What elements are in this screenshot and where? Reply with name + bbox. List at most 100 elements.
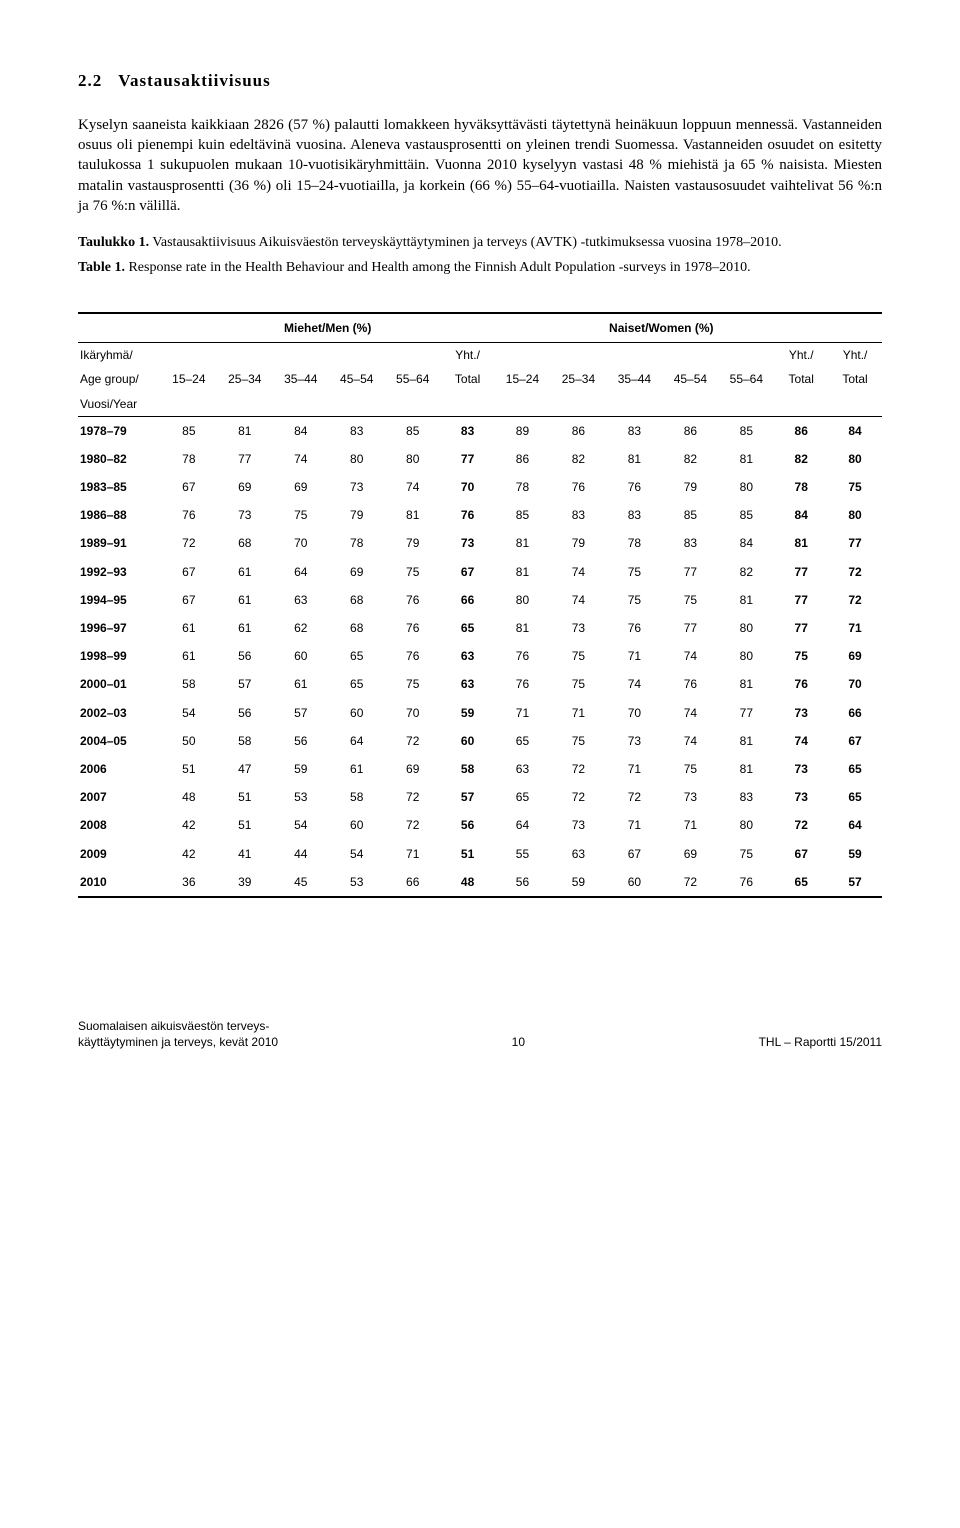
col-total-all: Total <box>828 367 882 391</box>
cell-women: 74 <box>606 670 662 698</box>
cell-men: 39 <box>217 868 273 897</box>
cell-year: 1986–88 <box>78 501 161 529</box>
cell-grand-total: 64 <box>828 811 882 839</box>
cell-year: 1989–91 <box>78 529 161 557</box>
cell-men-total: 73 <box>441 529 495 557</box>
cell-men: 68 <box>217 529 273 557</box>
cell-women: 60 <box>606 868 662 897</box>
cell-men: 76 <box>385 614 441 642</box>
caption-text-fi: Vastausaktiivisuus Aikuisväestön terveys… <box>149 235 782 250</box>
cell-men-total: 83 <box>441 416 495 445</box>
cell-men-total: 63 <box>441 642 495 670</box>
footer-left-1: Suomalaisen aikuisväestön terveys- <box>78 1019 269 1033</box>
cell-year: 2002–03 <box>78 699 161 727</box>
table-caption-fi: Taulukko 1. Vastausaktiivisuus Aikuisväe… <box>78 234 882 253</box>
cell-men: 54 <box>273 811 329 839</box>
cell-women: 86 <box>550 416 606 445</box>
cell-women: 64 <box>494 811 550 839</box>
cell-men: 42 <box>161 811 217 839</box>
cell-women: 80 <box>718 642 774 670</box>
cell-women: 75 <box>550 642 606 670</box>
col-age-w-0: 15–24 <box>494 367 550 391</box>
cell-women: 63 <box>550 840 606 868</box>
cell-women: 82 <box>550 445 606 473</box>
cell-men-total: 57 <box>441 783 495 811</box>
cell-men: 81 <box>385 501 441 529</box>
section-title: Vastausaktiivisuus <box>118 71 271 90</box>
cell-men: 76 <box>161 501 217 529</box>
table-row: 2004–0550585664726065757374817467 <box>78 727 882 755</box>
cell-women: 75 <box>662 586 718 614</box>
section-number: 2.2 <box>78 71 102 90</box>
cell-women: 76 <box>606 614 662 642</box>
cell-men: 53 <box>273 783 329 811</box>
cell-women: 69 <box>662 840 718 868</box>
cell-men: 61 <box>217 558 273 586</box>
cell-men: 69 <box>273 473 329 501</box>
cell-women-total: 74 <box>774 727 828 755</box>
cell-grand-total: 57 <box>828 868 882 897</box>
cell-women: 71 <box>662 811 718 839</box>
cell-men: 64 <box>329 727 385 755</box>
cell-women: 81 <box>718 755 774 783</box>
col-age-m-3: 45–54 <box>329 367 385 391</box>
cell-women: 81 <box>494 614 550 642</box>
cell-men: 44 <box>273 840 329 868</box>
cell-women: 81 <box>494 558 550 586</box>
cell-grand-total: 84 <box>828 416 882 445</box>
cell-men-total: 67 <box>441 558 495 586</box>
table-row: 200748515358725765727273837365 <box>78 783 882 811</box>
cell-women: 72 <box>606 783 662 811</box>
cell-men: 54 <box>161 699 217 727</box>
cell-men: 63 <box>273 586 329 614</box>
cell-women: 75 <box>550 670 606 698</box>
cell-year: 2006 <box>78 755 161 783</box>
cell-men: 42 <box>161 840 217 868</box>
table-row: 200942414454715155636769756759 <box>78 840 882 868</box>
cell-women-total: 67 <box>774 840 828 868</box>
cell-men: 67 <box>161 473 217 501</box>
cell-men: 64 <box>273 558 329 586</box>
cell-men: 56 <box>217 699 273 727</box>
cell-women: 71 <box>606 811 662 839</box>
cell-grand-total: 65 <box>828 783 882 811</box>
cell-women-total: 77 <box>774 558 828 586</box>
table-row: 1994–9567616368766680747575817772 <box>78 586 882 614</box>
cell-women: 71 <box>494 699 550 727</box>
cell-grand-total: 80 <box>828 501 882 529</box>
cell-women: 74 <box>662 727 718 755</box>
cell-women: 71 <box>606 642 662 670</box>
cell-women: 70 <box>606 699 662 727</box>
cell-women: 63 <box>494 755 550 783</box>
cell-women-total: 77 <box>774 614 828 642</box>
table-row: 1983–8567696973747078767679807875 <box>78 473 882 501</box>
cell-men: 77 <box>217 445 273 473</box>
cell-women: 74 <box>550 558 606 586</box>
cell-men: 60 <box>329 811 385 839</box>
cell-women-total: 84 <box>774 501 828 529</box>
table-row: 1989–9172687078797381797883848177 <box>78 529 882 557</box>
cell-men-total: 65 <box>441 614 495 642</box>
cell-men: 67 <box>161 586 217 614</box>
cell-women: 83 <box>606 416 662 445</box>
cell-men: 41 <box>217 840 273 868</box>
cell-men: 61 <box>273 670 329 698</box>
cell-men: 61 <box>217 586 273 614</box>
cell-women: 67 <box>606 840 662 868</box>
col-total-men: Total <box>441 367 495 391</box>
col-age-w-3: 45–54 <box>662 367 718 391</box>
cell-women: 76 <box>494 642 550 670</box>
cell-women: 80 <box>718 811 774 839</box>
cell-grand-total: 75 <box>828 473 882 501</box>
cell-men: 74 <box>273 445 329 473</box>
cell-grand-total: 66 <box>828 699 882 727</box>
cell-women: 76 <box>718 868 774 897</box>
cell-women: 75 <box>718 840 774 868</box>
cell-women: 75 <box>662 755 718 783</box>
col-group-men: Miehet/Men (%) <box>161 313 495 343</box>
cell-women: 82 <box>662 445 718 473</box>
col-yht-men: Yht./ <box>441 343 495 368</box>
col-total-women: Total <box>774 367 828 391</box>
cell-women: 77 <box>718 699 774 727</box>
cell-women: 81 <box>718 670 774 698</box>
